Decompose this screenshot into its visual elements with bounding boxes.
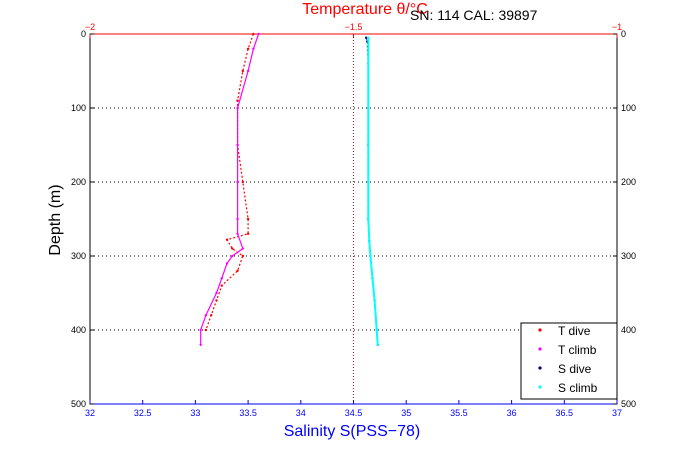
x-axis-label: Salinity S(PSS−78): [284, 423, 421, 440]
data-point-s-climb: [376, 343, 379, 346]
data-point-s-climb: [367, 106, 370, 110]
data-point-t-climb: [215, 291, 218, 295]
x-tick-label: 33: [190, 408, 200, 418]
data-point-t-climb: [257, 32, 260, 36]
x-tick-label: 32.5: [134, 408, 152, 418]
data-point-t-climb: [199, 328, 202, 332]
data-point-t-dive: [215, 299, 218, 302]
data-point-t-climb: [241, 247, 245, 250]
data-point-t-climb: [199, 343, 202, 346]
x-tick-label: 34.5: [345, 408, 363, 418]
data-point-t-dive: [246, 232, 250, 235]
chart-title: Temperature θ/°C: [302, 1, 428, 18]
data-point-t-dive: [210, 314, 213, 317]
legend-label-s-dive: S dive: [558, 362, 592, 376]
y-axis-label: Depth (m): [47, 184, 64, 255]
data-point-t-climb: [236, 217, 239, 221]
y-tick-label-right: 400: [621, 325, 636, 335]
x-tick-label: 35.5: [450, 408, 468, 418]
temp-tick-label: −1: [612, 22, 622, 32]
data-point-t-climb: [236, 143, 239, 147]
legend-marker-s-climb: [538, 385, 542, 389]
data-point-t-climb: [220, 277, 223, 280]
data-point-s-climb: [375, 328, 378, 332]
legend-marker-s-dive: [538, 366, 542, 370]
legend-box: [520, 322, 618, 400]
series-s-climb: [367, 36, 379, 346]
legend: T dive T climb S dive S climb: [520, 322, 618, 400]
x-tick-label: 32: [85, 408, 95, 418]
data-point-t-climb: [246, 69, 250, 73]
data-point-s-climb: [371, 277, 374, 280]
x-tick-label: 36: [507, 408, 517, 418]
series-line-s-climb: [367, 37, 379, 345]
legend-label-t-climb: T climb: [558, 343, 597, 357]
data-series: [199, 32, 379, 346]
y-tick-label: 100: [71, 103, 86, 113]
data-point-t-climb: [236, 106, 239, 110]
data-point-t-dive: [204, 328, 208, 332]
data-point-t-climb: [225, 262, 229, 265]
data-point-t-dive: [225, 238, 229, 241]
data-point-t-climb: [231, 254, 234, 258]
data-point-t-climb: [204, 314, 208, 317]
temp-tick-label: −2: [85, 22, 95, 32]
x-tick-label: 34: [296, 408, 306, 418]
data-point-t-dive: [231, 247, 234, 250]
data-point-t-dive: [220, 284, 223, 287]
x-tick-label: 36.5: [556, 408, 574, 418]
data-point-s-climb: [367, 180, 370, 184]
data-point-t-climb: [236, 232, 239, 235]
y-tick-label-right: 100: [621, 103, 636, 113]
data-point-t-dive: [252, 32, 255, 36]
legend-label-s-climb: S climb: [558, 381, 598, 395]
legend-marker-t-climb: [538, 347, 542, 351]
data-point-t-dive: [246, 217, 250, 221]
y-tick-label-right: 0: [621, 29, 626, 39]
data-point-t-dive: [246, 47, 250, 50]
x-tick-label: 35: [401, 408, 411, 418]
temp-tick-label: −1.5: [345, 22, 363, 32]
data-point-t-climb: [252, 47, 255, 50]
legend-marker-t-dive: [538, 328, 542, 332]
y-tick-label: 300: [71, 251, 86, 261]
data-point-t-dive: [236, 269, 239, 272]
y-tick-label-right: 200: [621, 177, 636, 187]
data-point-t-climb: [236, 180, 239, 184]
series-line-t-dive: [205, 33, 254, 331]
y-tick-label: 400: [71, 325, 86, 335]
y-tick-label: 500: [71, 399, 86, 409]
x-tick-label: 37: [612, 408, 622, 418]
data-point-s-climb: [368, 240, 371, 243]
data-point-s-climb: [367, 143, 370, 147]
data-point-t-dive: [241, 180, 245, 184]
y-tick-label-right: 500: [621, 399, 636, 409]
instrument-annotation: SN: 114 CAL: 39897: [410, 7, 538, 23]
data-point-s-dive: [364, 36, 368, 39]
data-point-t-dive: [241, 254, 245, 258]
data-point-s-climb: [367, 62, 370, 65]
y-tick-label: 200: [71, 177, 86, 187]
data-point-t-dive: [241, 69, 245, 73]
data-point-s-climb: [373, 299, 376, 302]
y-tick-label-right: 300: [621, 251, 636, 261]
y-tick-label: 0: [81, 29, 86, 39]
data-point-t-dive: [236, 99, 239, 102]
data-point-s-climb: [367, 217, 370, 221]
x-tick-label: 33.5: [239, 408, 257, 418]
data-point-s-climb: [369, 254, 372, 258]
series-line-t-climb: [200, 33, 260, 345]
series-t-climb: [199, 32, 260, 346]
data-point-s-climb: [367, 36, 370, 39]
legend-label-t-dive: T dive: [558, 324, 591, 338]
series-t-dive: [204, 32, 255, 332]
